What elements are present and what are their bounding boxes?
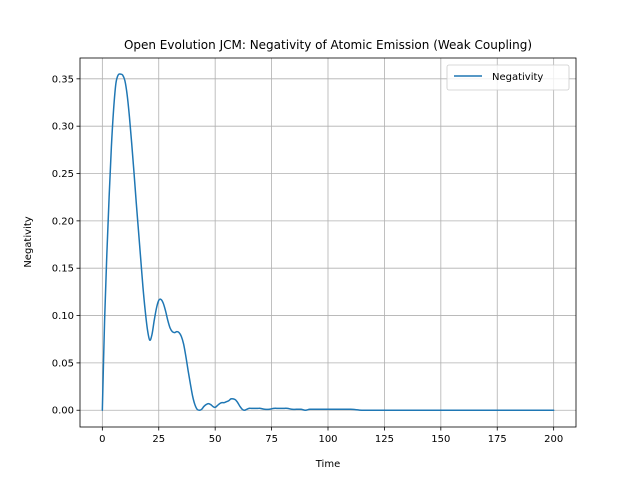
x-tick-label: 25 — [152, 434, 165, 445]
x-tick-label: 150 — [431, 434, 450, 445]
x-tick-label: 200 — [544, 434, 563, 445]
y-tick-label: 0.00 — [52, 406, 74, 417]
x-axis-ticks: 0 25 50 75 100 125 150 175 200 — [99, 427, 563, 445]
x-tick-label: 75 — [265, 434, 278, 445]
y-tick-label: 0.25 — [52, 169, 74, 180]
chart-title: Open Evolution JCM: Negativity of Atomic… — [124, 38, 532, 52]
y-tick-label: 0.20 — [52, 216, 74, 227]
legend-box — [446, 64, 570, 91]
y-axis-ticks: 0.00 0.05 0.10 0.15 0.20 0.25 0.30 0.35 — [52, 74, 80, 417]
legend-label-negativity: Negativity — [492, 72, 543, 83]
series-line-negativity — [101, 73, 555, 412]
x-tick-label: 175 — [488, 434, 507, 445]
y-tick-label: 0.35 — [52, 74, 74, 85]
y-tick-label: 0.10 — [52, 311, 74, 322]
x-axis-label: Time — [315, 459, 340, 470]
y-tick-label: 0.30 — [52, 122, 74, 133]
x-tick-label: 100 — [318, 434, 337, 445]
x-tick-label: 125 — [375, 434, 394, 445]
y-axis-label: Negativity — [23, 216, 34, 267]
legend: Negativity — [446, 64, 570, 91]
y-tick-label: 0.05 — [52, 358, 74, 369]
x-tick-label: 0 — [99, 434, 105, 445]
y-tick-label: 0.15 — [52, 264, 74, 275]
x-tick-label: 50 — [209, 434, 222, 445]
